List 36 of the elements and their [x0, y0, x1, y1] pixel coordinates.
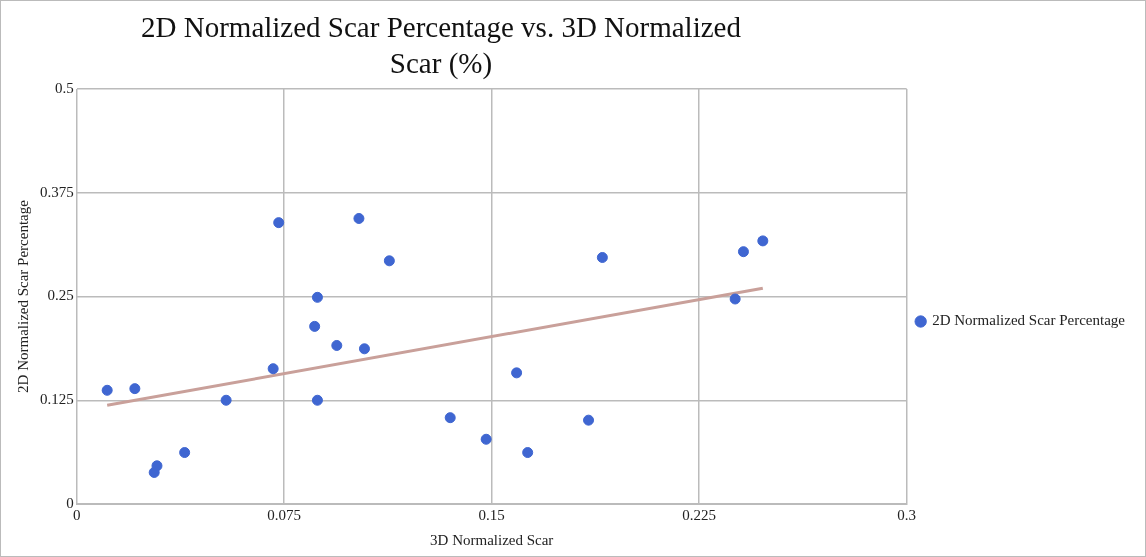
chart-title: 2D Normalized Scar Percentage vs. 3D Normalized Scar (%): [141, 10, 741, 81]
x-tick-label: 0.075: [267, 506, 302, 523]
y-axis-title: 2D Normalized Scar Percentage: [14, 199, 31, 393]
point: [522, 447, 534, 459]
x-tick-label: 0.225: [682, 506, 717, 523]
point: [729, 293, 741, 305]
point: [358, 343, 370, 355]
point: [480, 433, 492, 445]
point: [596, 251, 608, 263]
point: [353, 212, 365, 224]
point: [737, 246, 749, 258]
point: [331, 339, 343, 351]
point: [309, 320, 321, 332]
point: [311, 291, 323, 303]
y-tick-label: 0.25: [47, 287, 74, 304]
point: [220, 394, 232, 406]
point: [583, 414, 595, 426]
y-tick-label: 0.5: [55, 79, 74, 96]
legend-label: 2D Normalized Scar Percentage: [932, 312, 1126, 329]
y-tick-label: 0.125: [40, 391, 74, 408]
point: [383, 255, 395, 267]
point: [311, 394, 323, 406]
point: [757, 235, 769, 247]
point: [273, 217, 285, 229]
point: [151, 460, 163, 472]
point: [267, 363, 279, 375]
point: [129, 383, 141, 395]
y-tick-label: 0.375: [40, 183, 74, 200]
y-tick-label: 0: [66, 494, 74, 511]
x-axis-title: 3D Normalized Scar: [430, 531, 554, 548]
x-tick-label: 0.3: [897, 506, 917, 523]
point: [101, 384, 113, 396]
point: [444, 412, 456, 424]
x-tick-label: 0.15: [478, 506, 505, 523]
point: [511, 367, 523, 379]
point: [179, 447, 191, 459]
